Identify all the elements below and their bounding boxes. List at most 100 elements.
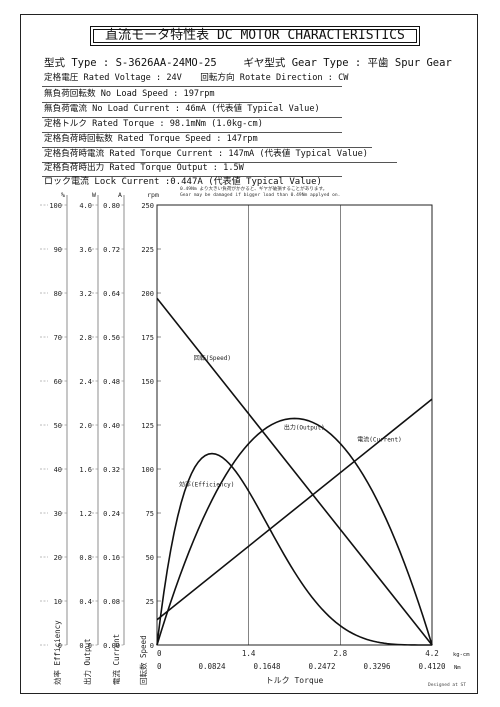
curve-efficiency (156, 452, 432, 646)
output-tick-label: 0.0 (79, 642, 92, 650)
spec-underline (42, 162, 397, 163)
efficiency-tick-label: 100 (49, 202, 62, 210)
model-row: 型式 Type : S-3626AA-24MO-25 ギヤ型式 Gear Typ… (44, 55, 452, 70)
current-tick-label: 0.72 (103, 246, 120, 254)
output-axis-title: 出力 Output (82, 638, 92, 685)
speed-tick-label: 200 (141, 290, 154, 298)
current-tick-label: 0.56 (103, 334, 120, 342)
x-tick-label-nm: 0 (157, 662, 162, 671)
current-tick-label: 0.32 (103, 466, 120, 474)
x-tick-label-nm: 0.1648 (253, 662, 281, 671)
series-label-speed: 回転(Speed) (194, 354, 231, 362)
chart-labels: 回転(Speed) 電流(Current) 出力(Output) 効率(Efficie… (179, 354, 402, 489)
speed-tick-label: 125 (141, 422, 154, 430)
speed-tick-label: 0 (150, 642, 154, 650)
speed-tick-label: 175 (141, 334, 154, 342)
output-tick-label: 2.8 (79, 334, 92, 342)
title-box: 直流モータ特性表 DC MOTOR CHARACTERISTICS (90, 26, 420, 46)
spec-rotate-direction: 回転方向 Rotate Direction : CW (200, 73, 349, 83)
x-tick-label-kgcm: 0 (157, 649, 162, 658)
series-label-current: 電流(Current) (357, 436, 402, 444)
curve-output (156, 417, 433, 646)
speed-tick-label: 50 (146, 554, 154, 562)
spec-rated-torque-output: 定格負荷時出力 Rated Torque Output : 1.5W (44, 163, 244, 173)
spec-underline (42, 176, 342, 177)
current-axis-title: 電流 Current (111, 634, 121, 685)
spec-rated-voltage-row: 定格電圧 Rated Voltage : 24V 回転方向 Rotate Dir… (44, 73, 348, 84)
x-tick-label-nm: 0.2472 (308, 662, 335, 671)
gear-warning-note: 0.49Nm より大きい負荷がかかると、ギヤが破損することがあります。 Gear… (180, 187, 340, 199)
curve-current (156, 398, 433, 621)
chart-curves (156, 297, 433, 646)
x-tick-label-kgcm: 1.4 (242, 649, 256, 658)
efficiency-axis-title: 効率 Efficiency (52, 620, 62, 685)
efficiency-tick-label: 50 (54, 422, 62, 430)
speed-tick-label: 250 (141, 202, 154, 210)
spec-rated-torque: 定格トルク Rated Torque : 98.1mNm (1.0kg-cm) (44, 119, 263, 129)
output-unit-label: W (92, 191, 96, 199)
current-tick-label: 0.24 (103, 510, 120, 518)
x-tick-label-kgcm: 2.8 (334, 649, 348, 658)
series-label-efficiency: 効率(Efficiency) (179, 481, 234, 489)
output-tick-label: 2.0 (79, 422, 92, 430)
efficiency-tick-label: 0 (58, 642, 62, 650)
spec-underline (42, 102, 272, 103)
current-tick-label: 0.00 (103, 642, 120, 650)
curve-speed (156, 297, 433, 646)
speed-tick-label: 150 (141, 378, 154, 386)
spec-lock-current: ロック電流 Lock Current :0.447A (代表値 Typical … (44, 177, 322, 187)
spec-rated-torque-current: 定格負荷時電流 Rated Torque Current : 147mA (代表… (44, 149, 368, 159)
spec-underline (42, 132, 342, 133)
efficiency-tick-label: 70 (54, 334, 62, 342)
x-tick-label-nm: 0.3296 (363, 662, 391, 671)
spec-underline (42, 117, 342, 118)
characteristics-sheet (20, 14, 478, 694)
output-tick-label: 0.4 (79, 598, 92, 606)
speed-unit-label: rpm (147, 191, 159, 199)
spec-no-load-current: 無負荷電流 No Load Current : 46mA (代表値 Typica… (44, 104, 320, 114)
efficiency-unit-label: % (61, 191, 65, 199)
efficiency-tick-label: 80 (54, 290, 62, 298)
series-label-output: 出力(Output) (284, 423, 325, 431)
speed-tick-label: 75 (146, 510, 154, 518)
output-tick-label: 1.6 (79, 466, 92, 474)
current-tick-label: 0.08 (103, 598, 120, 606)
efficiency-tick-label: 60 (54, 378, 62, 386)
efficiency-tick-label: 30 (54, 510, 62, 518)
current-tick-label: 0.40 (103, 422, 120, 430)
speed-tick-label: 225 (141, 246, 154, 254)
efficiency-tick-label: 10 (54, 598, 62, 606)
spec-underline (42, 147, 372, 148)
gear-type-text: ギヤ型式 Gear Type : 平歯 Spur Gear (243, 57, 452, 69)
spec-no-load-speed: 無負荷回転数 No Load Speed : 197rpm (44, 89, 215, 99)
speed-tick-label: 100 (141, 466, 154, 474)
spec-rated-torque-speed: 定格負荷時回転数 Rated Torque Speed : 147rpm (44, 134, 258, 144)
output-tick-label: 1.2 (79, 510, 92, 518)
model-text: 型式 Type : S-3626AA-24MO-25 (44, 57, 217, 69)
x-unit-nm: Nm (454, 665, 461, 671)
x-tick-label-nm: 0.4120 (418, 662, 446, 671)
speed-axis-title: 回転数 Speed (138, 635, 148, 685)
x-tick-label-nm: 0.0824 (198, 662, 226, 671)
speed-tick-label: 25 (146, 598, 154, 606)
current-tick-label: 0.48 (103, 378, 120, 386)
efficiency-tick-label: 20 (54, 554, 62, 562)
plot-frame (156, 204, 433, 646)
output-tick-label: 2.4 (79, 378, 92, 386)
signature: Designed at ST (428, 683, 466, 688)
output-tick-label: 0.8 (79, 554, 92, 562)
note-jp: 0.49Nm より大きい負荷がかかると、ギヤが破損することがあります。 (180, 187, 328, 192)
x-tick-label-kgcm: 4.2 (425, 649, 439, 658)
chart-axes: 0 10 20 30 40 50 60 70 80 90 100% 0.0 0.4 0.8 1.2 1.6 2.… (40, 191, 470, 685)
x-unit-kgcm: kg-cm (453, 652, 470, 658)
output-tick-label: 3.2 (79, 290, 92, 298)
spec-rated-voltage: 定格電圧 Rated Voltage : 24V (44, 73, 182, 83)
output-tick-label: 4.0 (79, 202, 92, 210)
current-unit-label: A (118, 191, 122, 199)
spec-underline (42, 86, 342, 87)
current-tick-label: 0.80 (103, 202, 120, 210)
x-axis-title: トルク Torque (266, 676, 324, 685)
note-en: Gear may be damaged if bigger load than … (180, 193, 341, 198)
output-tick-label: 3.6 (79, 246, 92, 254)
